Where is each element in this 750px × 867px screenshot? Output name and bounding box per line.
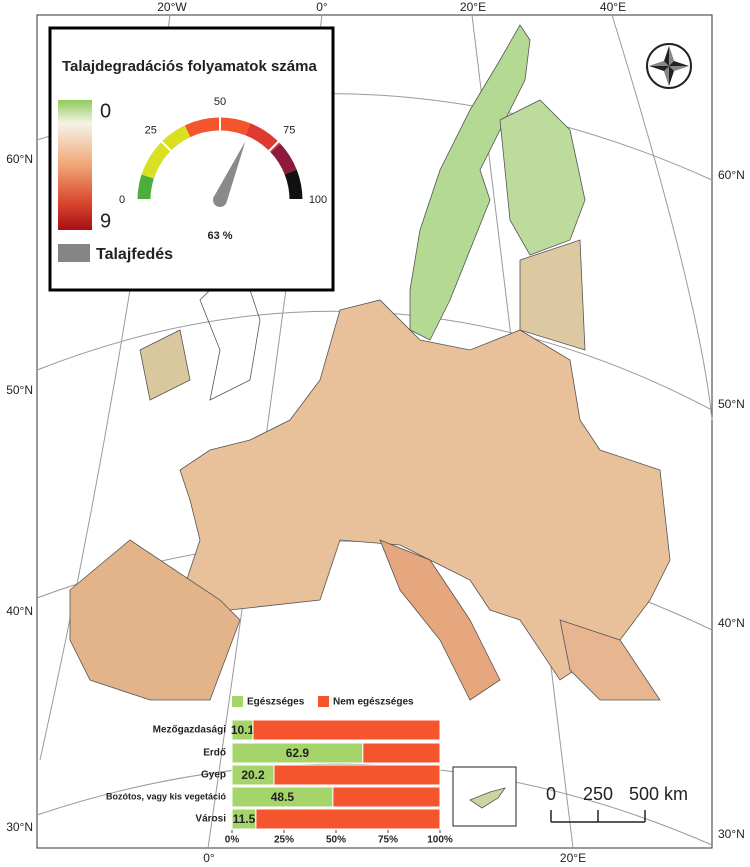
gauge-tick-label: 50 [214, 96, 226, 108]
compass [646, 43, 692, 89]
lat-label: 50°N [718, 397, 745, 411]
bar-value-label: 48.5 [271, 790, 295, 804]
scale-label: 250 [583, 784, 613, 804]
gauge-tick [267, 139, 281, 153]
gauge-tick-label: 100 [309, 194, 327, 206]
bar-segment [273, 764, 441, 786]
category-label: Mezőgazdasági [153, 725, 227, 736]
lat-label: 40°N [6, 604, 33, 618]
gauge-band [284, 169, 303, 201]
category-label: Bozótos, vagy kis vegetáció [106, 791, 227, 801]
lat-label: 60°N [6, 152, 33, 166]
scale-label: 500 km [629, 784, 688, 804]
gauge-needle [213, 141, 246, 203]
land [69, 24, 671, 701]
soil-cover-label: Talajfedés [96, 246, 173, 263]
gauge: 0 25 50 75 100 [119, 96, 327, 207]
bar-value-label: 62.9 [286, 746, 310, 760]
x-tick-label: 50% [326, 835, 346, 846]
cyprus [469, 787, 506, 809]
gauge-tick [159, 139, 173, 153]
gauge-tick-label: 0 [119, 194, 125, 206]
bar-value-label: 11.5 [233, 812, 256, 826]
legend-label: Nem egészséges [333, 697, 414, 708]
legend-swatch [232, 696, 243, 707]
gauge-band [184, 117, 251, 138]
color-scale-max: 9 [100, 210, 111, 232]
lat-label: 40°N [718, 616, 745, 630]
soil-cover-swatch [58, 244, 90, 262]
legend-box: Talajdegradációs folyamatok száma 0 9 Ta… [48, 26, 335, 292]
lat-label: 60°N [718, 168, 745, 182]
gauge-value-label: 63 % [207, 230, 232, 242]
bar-segment [252, 719, 441, 741]
color-scale-min: 0 [100, 100, 111, 122]
category-label: Gyep [201, 770, 226, 781]
coordinate-labels: 20°W 0° 20°E 40°E 0° 20°E 60°N 50°N 40°N 30°N 60°N… [6, 0, 745, 865]
lon-label: 20°E [460, 0, 486, 14]
bar-segment [362, 742, 441, 764]
gauge-tick-label: 75 [283, 125, 295, 137]
bar-segment [255, 808, 441, 830]
scale-bar: 0 250 500 km [546, 784, 688, 823]
category-label: Városi [195, 814, 226, 825]
x-tick-label: 75% [378, 835, 398, 846]
color-scale [58, 100, 92, 230]
scale-label: 0 [546, 784, 556, 804]
lon-label: 0° [203, 851, 215, 865]
gauge-tick-label: 25 [145, 125, 157, 137]
lat-label: 30°N [718, 827, 745, 841]
x-tick-label: 0% [225, 835, 240, 846]
legend-title: Talajdegradációs folyamatok száma [62, 58, 317, 75]
bar-segment [332, 786, 441, 808]
lon-label: 20°E [560, 851, 586, 865]
gauge-band [270, 143, 297, 175]
gauge-band [245, 123, 281, 153]
legend-label: Egészséges [247, 697, 305, 708]
legend-swatch [318, 696, 329, 707]
bar-chart: Egészséges Nem egészséges 10.1 Mezőgazdaság… [106, 696, 453, 846]
category-label: Erdő [203, 748, 226, 759]
lat-label: 50°N [6, 383, 33, 397]
lon-label: 20°W [157, 0, 187, 14]
bar-value-label: 10.1 [231, 723, 255, 737]
lat-label: 30°N [6, 820, 33, 834]
lon-label: 40°E [600, 0, 626, 14]
gauge-hub [213, 193, 227, 207]
gauge-band [141, 125, 191, 179]
gauge-band [137, 174, 154, 201]
x-tick-label: 100% [427, 835, 453, 846]
x-tick-label: 25% [274, 835, 294, 846]
lon-label: 0° [316, 0, 328, 14]
bar-value-label: 20.2 [241, 768, 265, 782]
